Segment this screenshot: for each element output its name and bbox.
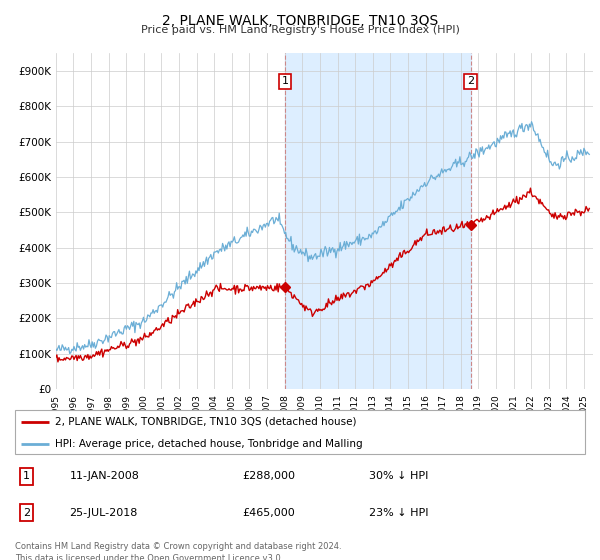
Text: 11-JAN-2008: 11-JAN-2008 [70,472,139,482]
Text: 30% ↓ HPI: 30% ↓ HPI [369,472,428,482]
Text: 2, PLANE WALK, TONBRIDGE, TN10 3QS (detached house): 2, PLANE WALK, TONBRIDGE, TN10 3QS (deta… [55,417,356,427]
Text: 25-JUL-2018: 25-JUL-2018 [70,507,138,517]
Text: 1: 1 [23,472,30,482]
Text: Contains HM Land Registry data © Crown copyright and database right 2024.
This d: Contains HM Land Registry data © Crown c… [15,542,341,560]
Text: 23% ↓ HPI: 23% ↓ HPI [369,507,428,517]
Text: Price paid vs. HM Land Registry's House Price Index (HPI): Price paid vs. HM Land Registry's House … [140,25,460,35]
Text: 2: 2 [23,507,30,517]
Text: HPI: Average price, detached house, Tonbridge and Malling: HPI: Average price, detached house, Tonb… [55,438,363,449]
Text: 1: 1 [282,77,289,86]
Text: £465,000: £465,000 [242,507,295,517]
Text: 2, PLANE WALK, TONBRIDGE, TN10 3QS: 2, PLANE WALK, TONBRIDGE, TN10 3QS [162,14,438,28]
Text: 2: 2 [467,77,475,86]
Text: £288,000: £288,000 [242,472,295,482]
Bar [285,53,471,389]
FancyBboxPatch shape [15,410,585,454]
